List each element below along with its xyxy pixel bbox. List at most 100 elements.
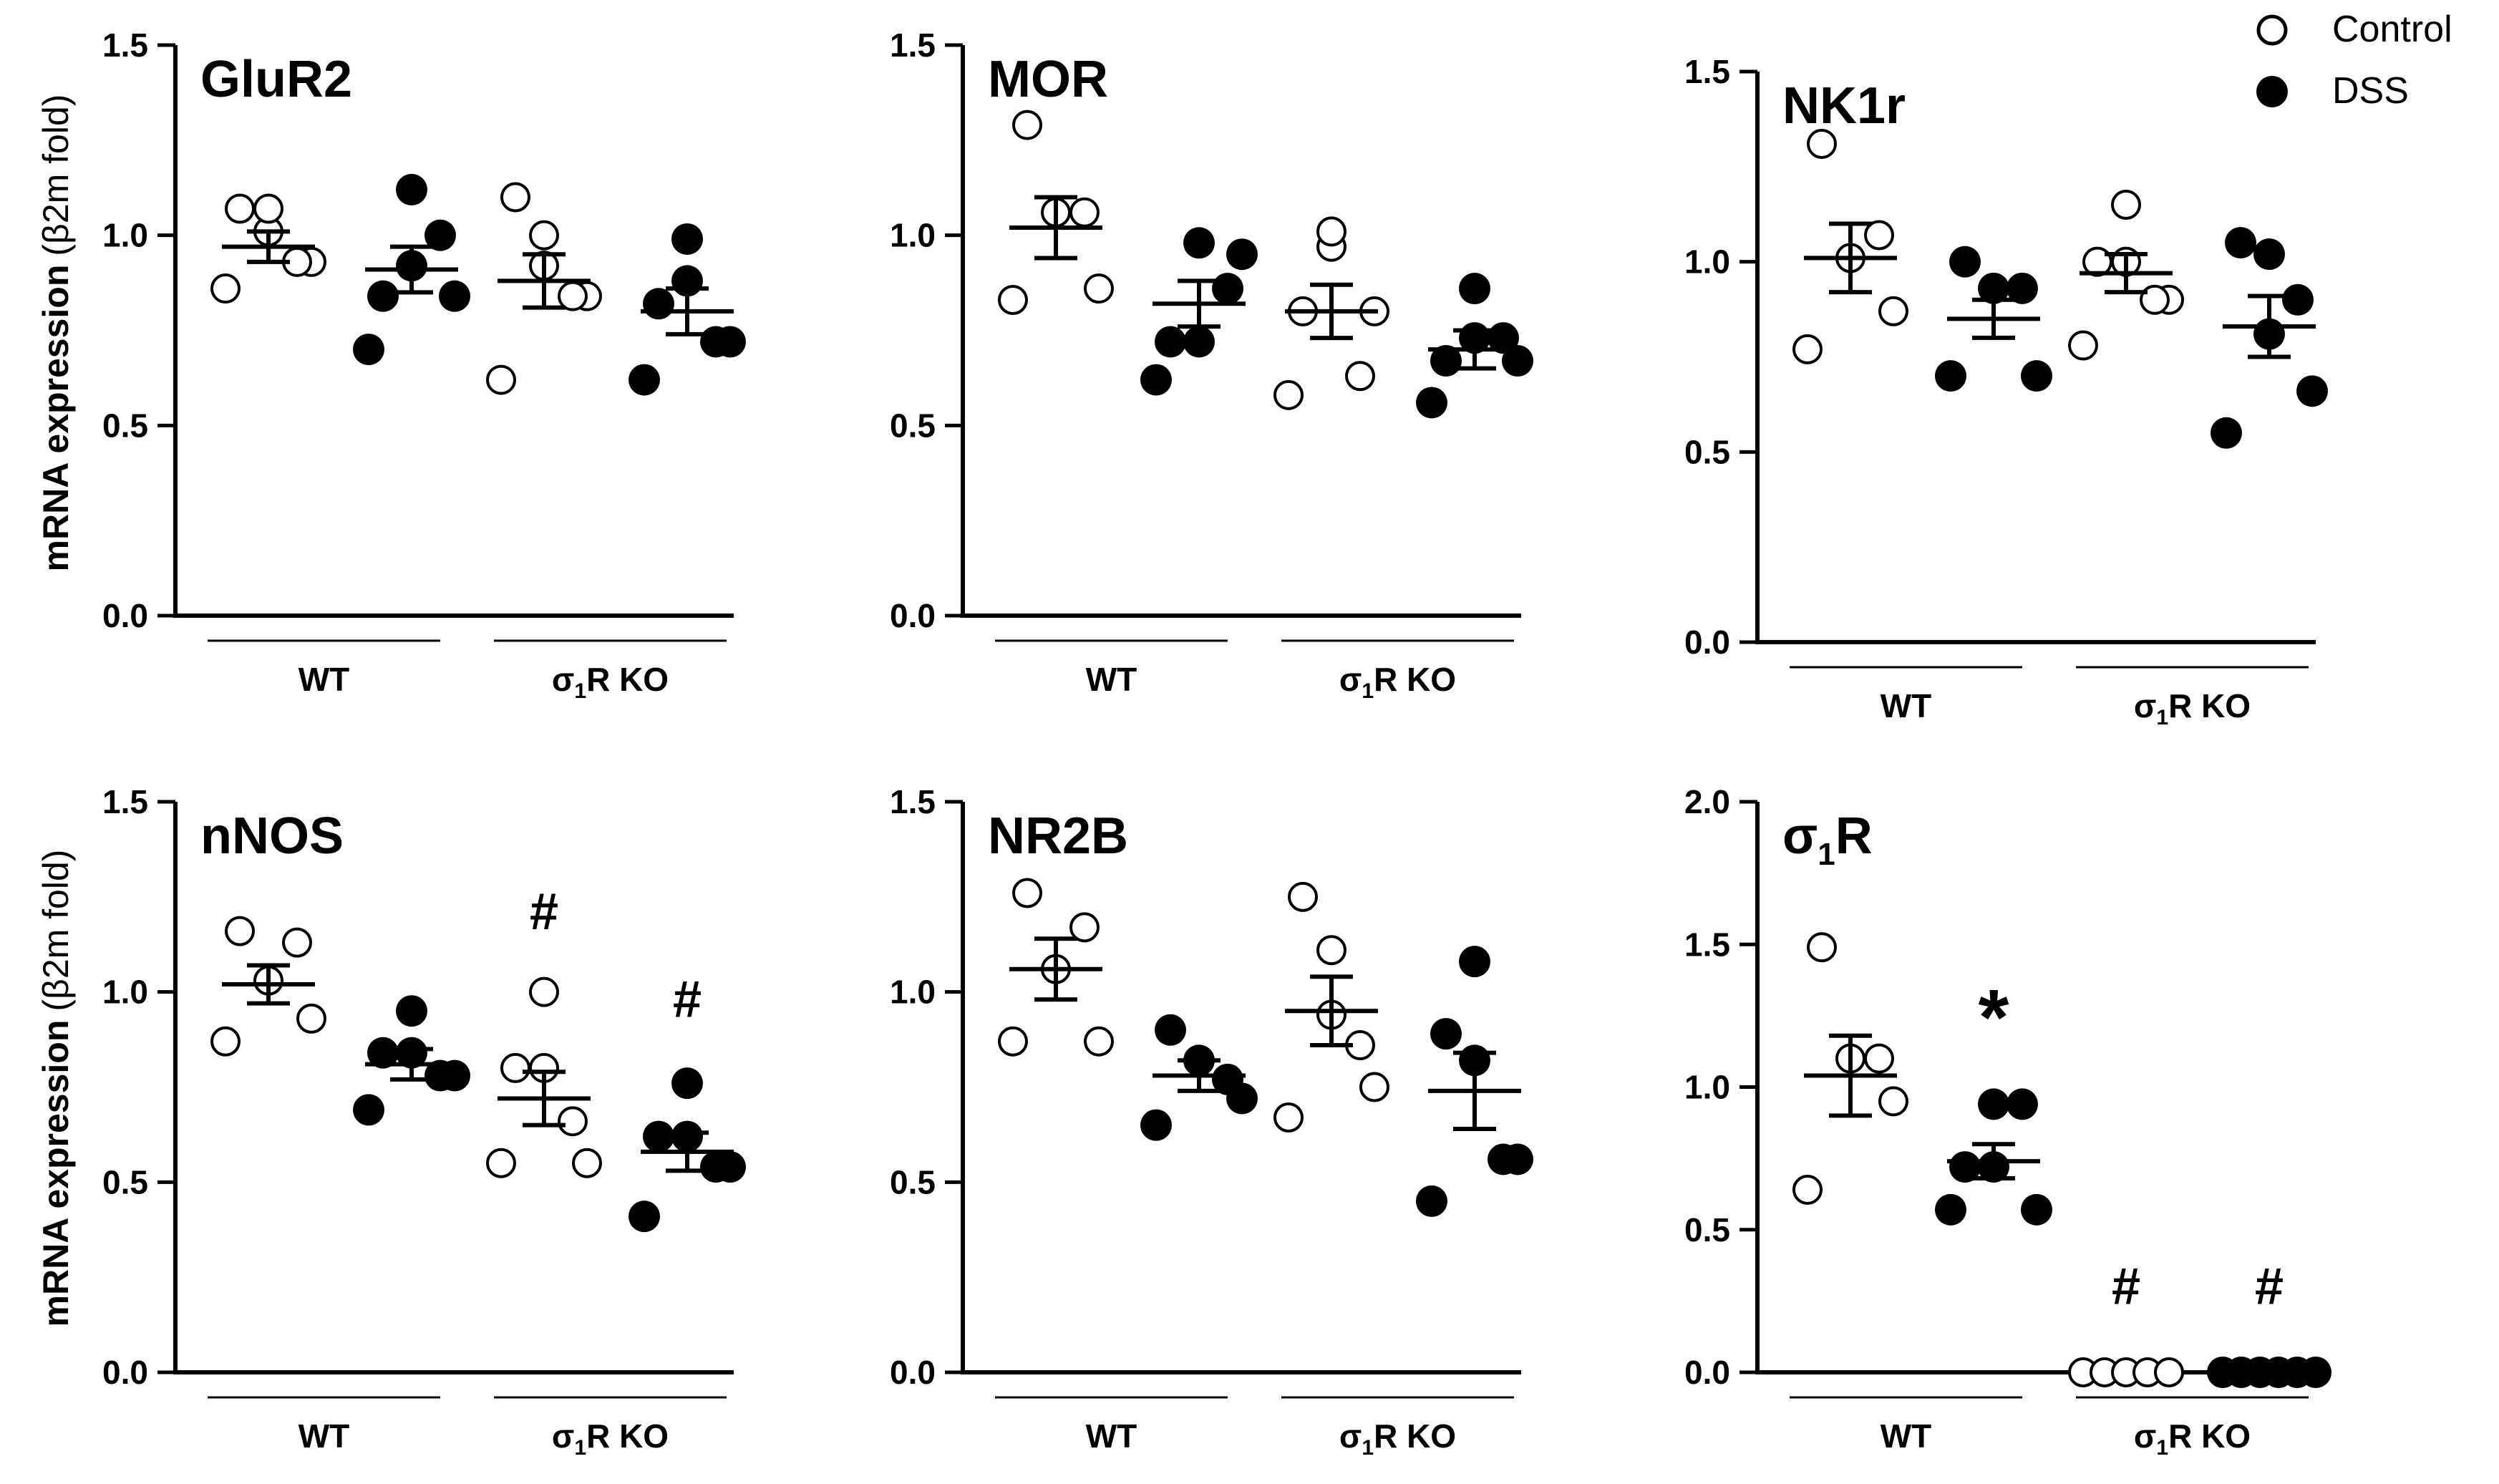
- y-tick-label: 0.0: [890, 1354, 936, 1391]
- data-point-control: [572, 1148, 602, 1178]
- y-tick-label: 0.0: [102, 1354, 148, 1391]
- data-point-control: [1273, 1102, 1304, 1133]
- group-label: σ1R KO: [1339, 1417, 1456, 1460]
- panel-title: NK1r: [1782, 77, 1906, 135]
- panel-sigma1r: 0.0 0.5 1.0 1.5 2.0 σ1R WT σ1R KO * # #: [1684, 783, 2331, 1460]
- data-point-dss: [700, 326, 732, 358]
- data-point-dss: [1416, 387, 1447, 419]
- data-point-control: [1069, 912, 1100, 943]
- data-point-control: [1807, 932, 1837, 963]
- panel-title: NR2B: [988, 808, 1128, 865]
- data-point-dss: [424, 1059, 456, 1092]
- data-point-control: [1273, 379, 1304, 410]
- panel-glur2: 0.0 0.5 1.0 1.5 GluR2 WT σ1R KO: [102, 26, 746, 703]
- data-point-dss: [1212, 1063, 1243, 1095]
- data-point-control: [558, 1106, 588, 1137]
- y-tick-label: 1.5: [890, 26, 936, 64]
- legend-dss-label: DSS: [2332, 70, 2409, 112]
- data-point-dss: [629, 1201, 660, 1233]
- y-tick-label: 1.5: [102, 26, 148, 64]
- data-point-control: [253, 193, 283, 224]
- y-axis-label-unit: (β2m fold): [36, 94, 76, 256]
- data-point-control: [225, 193, 255, 224]
- group-label: WT: [1881, 1417, 1932, 1455]
- data-point-control: [1316, 935, 1346, 966]
- group-label: WT: [1086, 1417, 1137, 1455]
- data-point-control: [1792, 1174, 1823, 1205]
- data-point-control: [1878, 1086, 1908, 1117]
- data-point-control: [2140, 284, 2170, 315]
- data-point-dss: [396, 995, 427, 1027]
- data-point-dss: [2225, 227, 2256, 259]
- y-tick-label: 1.0: [890, 974, 936, 1011]
- group-label: WT: [1086, 661, 1137, 698]
- y-tick-label: 0.0: [102, 597, 148, 634]
- y-axis-label-unit: (β2m fold): [36, 850, 76, 1012]
- significance-marker: #: [673, 971, 702, 1028]
- y-tick-label: 1.5: [1684, 53, 1730, 90]
- data-point-control: [225, 916, 255, 946]
- data-point-dss: [439, 280, 470, 312]
- y-tick-label: 1.0: [1684, 243, 1730, 281]
- group-label: WT: [299, 661, 350, 698]
- y-axis-label-main: mRNA expression: [36, 265, 76, 572]
- panel-title: nNOS: [200, 808, 344, 865]
- data-point-dss: [671, 1067, 703, 1100]
- data-point-dss: [367, 1037, 399, 1069]
- data-point-control: [2082, 246, 2112, 277]
- data-point-dss: [1978, 272, 2009, 304]
- data-point-dss: [1155, 1014, 1186, 1046]
- data-point-dss: [1949, 1151, 1981, 1183]
- y-tick-label: 1.0: [102, 217, 148, 254]
- data-point-dss: [1949, 246, 1981, 278]
- group-label: WT: [1881, 687, 1932, 724]
- data-point-dss: [2021, 360, 2052, 392]
- data-point-dss: [2300, 1357, 2331, 1388]
- data-point-control: [1288, 881, 1318, 912]
- significance-marker: #: [530, 883, 558, 941]
- data-point-control: [1084, 1026, 1114, 1057]
- data-point-dss: [1430, 1018, 1462, 1050]
- y-tick-label: 0.5: [890, 1163, 936, 1201]
- y-tick-label: 1.5: [890, 783, 936, 820]
- data-point-dss: [1183, 227, 1215, 259]
- data-point-dss: [1226, 238, 1258, 271]
- data-point-dss: [1502, 345, 1533, 377]
- data-point-control: [1012, 878, 1042, 908]
- legend-dss-marker: [2256, 76, 2288, 107]
- data-point-control: [296, 1003, 326, 1034]
- data-point-dss: [1183, 326, 1215, 358]
- y-tick-label: 0.0: [1684, 1354, 1730, 1391]
- data-point-dss: [1140, 364, 1172, 396]
- data-point-dss: [1935, 360, 1966, 392]
- data-point-control: [1345, 361, 1375, 392]
- data-point-control: [1864, 1043, 1894, 1074]
- data-point-control: [1807, 128, 1837, 159]
- y-tick-label: 0.0: [890, 597, 936, 634]
- y-tick-label: 2.0: [1684, 783, 1730, 820]
- data-point-dss: [1212, 273, 1243, 305]
- data-point-control: [998, 1026, 1028, 1057]
- panel-title: MOR: [988, 51, 1108, 108]
- data-point-dss: [2296, 375, 2328, 407]
- y-tick-label: 0.5: [1684, 433, 1730, 470]
- data-point-control: [486, 364, 516, 395]
- y-axis-label-main: mRNA expression: [36, 1020, 76, 1327]
- y-tick-label: 0.5: [890, 407, 936, 444]
- data-point-control: [2111, 189, 2141, 220]
- data-point-control: [529, 976, 559, 1007]
- data-point-dss: [367, 280, 399, 312]
- y-tick-label: 1.5: [102, 783, 148, 820]
- group-label: σ1R KO: [552, 1417, 669, 1460]
- data-point-control: [210, 273, 241, 304]
- data-point-dss: [2007, 1088, 2038, 1120]
- data-point-dss: [1459, 273, 1490, 305]
- significance-marker: *: [1979, 974, 2009, 1062]
- y-tick-label: 0.0: [1684, 624, 1730, 661]
- data-point-dss: [2211, 417, 2242, 449]
- panel-title: GluR2: [200, 51, 352, 108]
- data-point-dss: [1935, 1193, 1966, 1226]
- data-point-control: [1012, 110, 1042, 140]
- data-point-control: [1792, 334, 1823, 364]
- data-point-control: [2068, 330, 2098, 361]
